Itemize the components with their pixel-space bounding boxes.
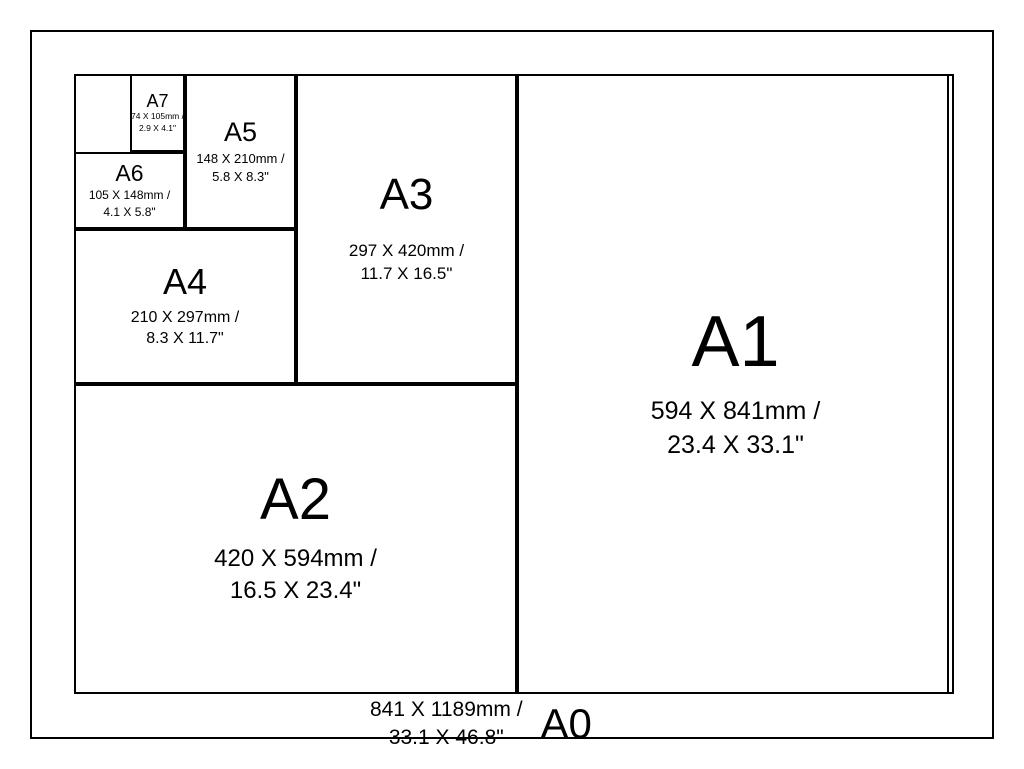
sheet-a3: A3 297 X 420mm / 11.7 X 16.5" xyxy=(296,74,517,384)
sheet-a1-label: A1 xyxy=(691,305,779,381)
sheet-a7-label: A7 xyxy=(146,92,168,111)
a0-caption: 841 X 1189mm / 33.1 X 46.8" A0 xyxy=(370,696,592,753)
sheet-a1-dims-line1: 594 X 841mm / xyxy=(651,397,821,425)
sheet-a3-label: A3 xyxy=(380,172,434,218)
sheet-a3-dims-line1: 297 X 420mm / xyxy=(349,241,464,260)
sheet-a7: A774 X 105mm / 2.9 X 4.1" xyxy=(130,74,185,152)
sheet-a5: A5 148 X 210mm / 5.8 X 8.3" xyxy=(185,74,296,229)
a0-dims-line1: 841 X 1189mm / xyxy=(370,698,523,721)
sheet-a5-dimensions: 148 X 210mm / 5.8 X 8.3" xyxy=(196,150,284,185)
sheet-a6-dims-line2: 4.1 X 5.8" xyxy=(103,205,155,219)
sheet-a1: A1 594 X 841mm / 23.4 X 33.1" xyxy=(517,74,954,694)
paper-size-diagram: A1 594 X 841mm / 23.4 X 33.1" A2 420 X 594mm… xyxy=(0,0,1024,769)
sheet-a3-dims-line2: 11.7 X 16.5" xyxy=(361,264,453,283)
sheet-a2: A2 420 X 594mm / 16.5 X 23.4" xyxy=(74,384,517,694)
sheet-a6-dims-line1: 105 X 148mm / xyxy=(89,188,170,202)
sheet-a4-dims-line2: 8.3 X 11.7" xyxy=(146,330,223,347)
sheet-a3-dimensions: 297 X 420mm / 11.7 X 16.5" xyxy=(349,240,464,286)
sheet-a4-dims-line1: 210 X 297mm / xyxy=(131,309,240,326)
sheet-a2-dimensions: 420 X 594mm / 16.5 X 23.4" xyxy=(214,543,377,608)
sheet-a6: A6 105 X 148mm / 4.1 X 5.8" xyxy=(74,152,185,229)
sheet-a7-dims-line2: 2.9 X 4.1" xyxy=(139,123,176,133)
a0-label: A0 xyxy=(541,703,592,745)
sheet-a2-dims-line2: 16.5 X 23.4" xyxy=(230,577,361,604)
sheet-a1-dims-line2: 23.4 X 33.1" xyxy=(667,431,804,459)
sheet-a2-dims-line1: 420 X 594mm / xyxy=(214,545,377,572)
sheet-a5-dims-line2: 5.8 X 8.3" xyxy=(212,169,269,184)
sheet-a6-label: A6 xyxy=(115,161,143,185)
a0-dims-line2: 33.1 X 46.8" xyxy=(389,726,504,749)
sheet-a7-dims-line1: 74 X 105mm / xyxy=(131,111,184,121)
sheet-a5-dims-line1: 148 X 210mm / xyxy=(196,151,284,166)
sheet-a5-label: A5 xyxy=(224,118,257,146)
a0-dimensions: 841 X 1189mm / 33.1 X 46.8" xyxy=(370,696,523,753)
sheet-a2-label: A2 xyxy=(260,470,331,531)
sheet-a4-dimensions: 210 X 297mm / 8.3 X 11.7" xyxy=(131,307,240,350)
sheet-a6-dimensions: 105 X 148mm / 4.1 X 5.8" xyxy=(89,187,170,219)
sheet-a4-label: A4 xyxy=(163,263,207,301)
sheet-a4: A4 210 X 297mm / 8.3 X 11.7" xyxy=(74,229,296,384)
sheet-a7-dimensions: 74 X 105mm / 2.9 X 4.1" xyxy=(131,111,184,134)
sheet-a1-dimensions: 594 X 841mm / 23.4 X 33.1" xyxy=(651,395,821,463)
